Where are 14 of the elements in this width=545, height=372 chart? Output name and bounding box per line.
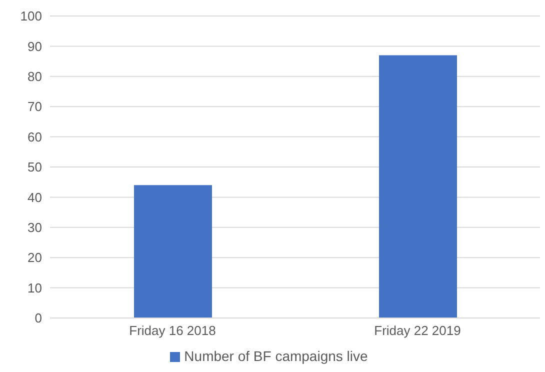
y-tick-label: 90 xyxy=(28,38,42,54)
y-tick-label: 70 xyxy=(28,99,42,114)
y-tick-label: 40 xyxy=(28,190,42,205)
y-tick-label: 0 xyxy=(34,310,42,326)
x-tick-label: Friday 22 2019 xyxy=(374,323,461,338)
y-tick-label: 60 xyxy=(28,129,42,144)
legend-label: Number of BF campaigns live xyxy=(184,348,368,364)
y-tick-label: 30 xyxy=(28,220,42,236)
y-tick-label: 50 xyxy=(28,160,42,175)
y-tick-label: 10 xyxy=(28,280,42,296)
y-tick-label: 100 xyxy=(20,8,42,24)
y-tick-label: 20 xyxy=(28,250,42,266)
y-tick-label: 80 xyxy=(28,69,42,84)
x-tick-label: Friday 16 2018 xyxy=(129,323,216,338)
